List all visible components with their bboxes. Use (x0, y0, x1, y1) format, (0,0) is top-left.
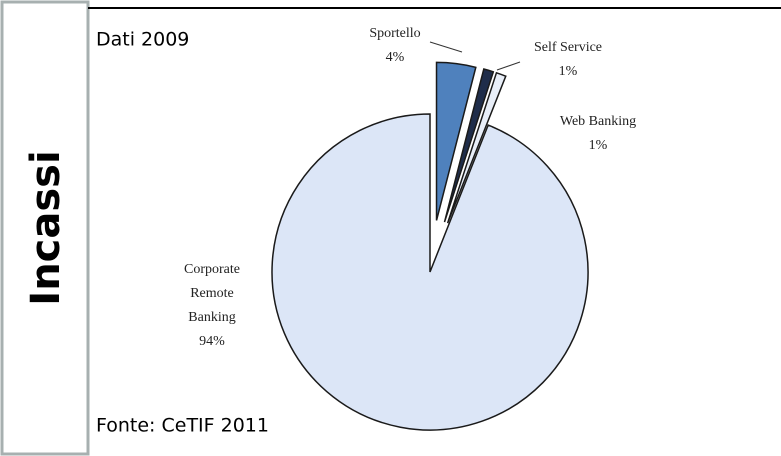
slice-label: Self Service (534, 40, 602, 55)
labels: Sportello 4% Self Service 1% Web Banking 1% Co… (184, 26, 636, 349)
slice-label: Web Banking (560, 114, 636, 129)
panel-label: Incassi (23, 150, 69, 305)
value-label: 4% (386, 50, 405, 65)
slice-label: Sportello (369, 26, 420, 41)
value-label: 1% (589, 138, 608, 153)
slice-label: Corporate Remote Banking (184, 262, 240, 325)
pie-slice (446, 71, 507, 224)
value-label: 1% (559, 64, 578, 79)
value-label: 94% (199, 334, 225, 349)
chart-title: Dati 2009 (96, 29, 189, 51)
source-note: Fonte: CeTIF 2011 (96, 415, 269, 437)
pie-slice (435, 61, 477, 221)
side-panel (0, 0, 90, 456)
pie-slice (271, 113, 589, 431)
leader-line (429, 41, 463, 53)
pie (271, 61, 589, 431)
pie-slice (443, 68, 495, 223)
leader-line (496, 61, 521, 71)
